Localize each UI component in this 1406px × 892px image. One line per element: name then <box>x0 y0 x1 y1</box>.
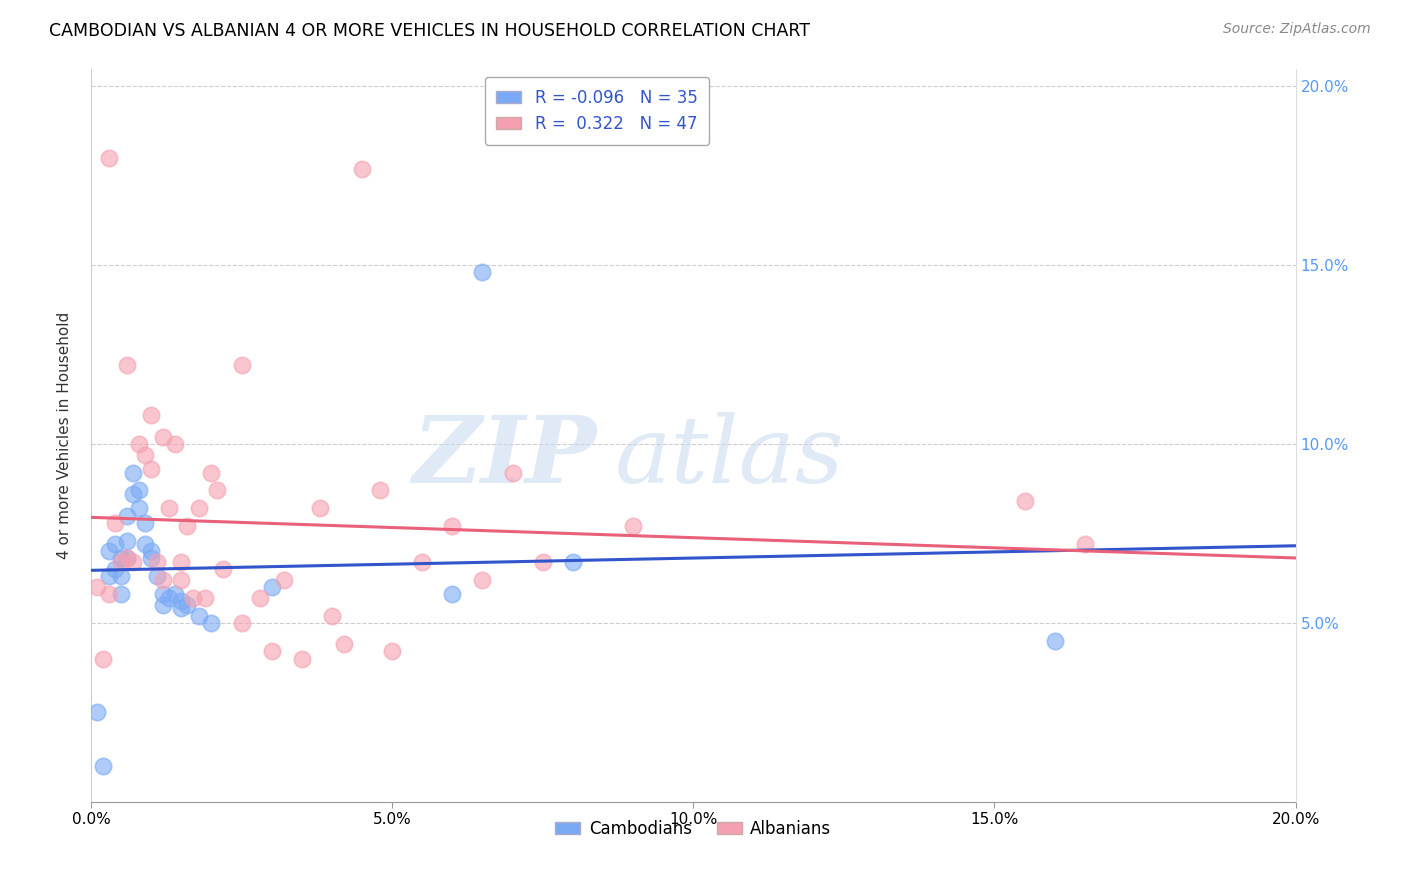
Point <box>128 501 150 516</box>
Point <box>1074 537 1097 551</box>
Point <box>128 483 150 498</box>
Point <box>165 437 187 451</box>
Point <box>165 587 187 601</box>
Point <box>260 580 283 594</box>
Point <box>141 409 163 423</box>
Legend: Cambodians, Albanians: Cambodians, Albanians <box>548 814 838 845</box>
Point <box>188 608 211 623</box>
Text: CAMBODIAN VS ALBANIAN 4 OR MORE VEHICLES IN HOUSEHOLD CORRELATION CHART: CAMBODIAN VS ALBANIAN 4 OR MORE VEHICLES… <box>49 22 810 40</box>
Point <box>471 573 494 587</box>
Point <box>122 487 145 501</box>
Point <box>86 705 108 719</box>
Point <box>98 587 121 601</box>
Point <box>146 569 169 583</box>
Point <box>471 265 494 279</box>
Point <box>170 594 193 608</box>
Point <box>321 608 343 623</box>
Point <box>110 551 132 566</box>
Point <box>134 516 156 530</box>
Point <box>152 430 174 444</box>
Point <box>134 448 156 462</box>
Point <box>122 466 145 480</box>
Point <box>291 651 314 665</box>
Point <box>561 555 583 569</box>
Point <box>141 462 163 476</box>
Point <box>200 466 222 480</box>
Point <box>621 519 644 533</box>
Point <box>333 637 356 651</box>
Point <box>157 591 180 605</box>
Point <box>91 759 114 773</box>
Point <box>141 551 163 566</box>
Point <box>200 615 222 630</box>
Point <box>350 161 373 176</box>
Point <box>146 555 169 569</box>
Point <box>152 587 174 601</box>
Point <box>110 569 132 583</box>
Point <box>134 537 156 551</box>
Text: atlas: atlas <box>614 412 845 502</box>
Point <box>1014 494 1036 508</box>
Point <box>194 591 217 605</box>
Point <box>411 555 433 569</box>
Point <box>115 359 138 373</box>
Point <box>231 615 253 630</box>
Text: Source: ZipAtlas.com: Source: ZipAtlas.com <box>1223 22 1371 37</box>
Point <box>98 569 121 583</box>
Point <box>308 501 330 516</box>
Point <box>531 555 554 569</box>
Point <box>98 544 121 558</box>
Point <box>176 519 198 533</box>
Point <box>183 591 205 605</box>
Point <box>381 644 404 658</box>
Point <box>110 587 132 601</box>
Point <box>115 551 138 566</box>
Point <box>207 483 229 498</box>
Point <box>157 501 180 516</box>
Y-axis label: 4 or more Vehicles in Household: 4 or more Vehicles in Household <box>58 311 72 558</box>
Point <box>104 516 127 530</box>
Point <box>98 151 121 165</box>
Point <box>249 591 271 605</box>
Point <box>115 508 138 523</box>
Point <box>176 598 198 612</box>
Point <box>231 359 253 373</box>
Text: ZIP: ZIP <box>412 412 598 502</box>
Point <box>104 537 127 551</box>
Point <box>1043 633 1066 648</box>
Point <box>260 644 283 658</box>
Point <box>152 573 174 587</box>
Point <box>273 573 295 587</box>
Point <box>141 544 163 558</box>
Point <box>91 651 114 665</box>
Point <box>212 562 235 576</box>
Point <box>115 551 138 566</box>
Point <box>115 533 138 548</box>
Point <box>502 466 524 480</box>
Point <box>122 555 145 569</box>
Point <box>86 580 108 594</box>
Point <box>441 587 464 601</box>
Point <box>170 601 193 615</box>
Point <box>152 598 174 612</box>
Point <box>104 562 127 576</box>
Point <box>128 437 150 451</box>
Point <box>368 483 391 498</box>
Point <box>170 573 193 587</box>
Point <box>110 555 132 569</box>
Point <box>170 555 193 569</box>
Point <box>188 501 211 516</box>
Point <box>441 519 464 533</box>
